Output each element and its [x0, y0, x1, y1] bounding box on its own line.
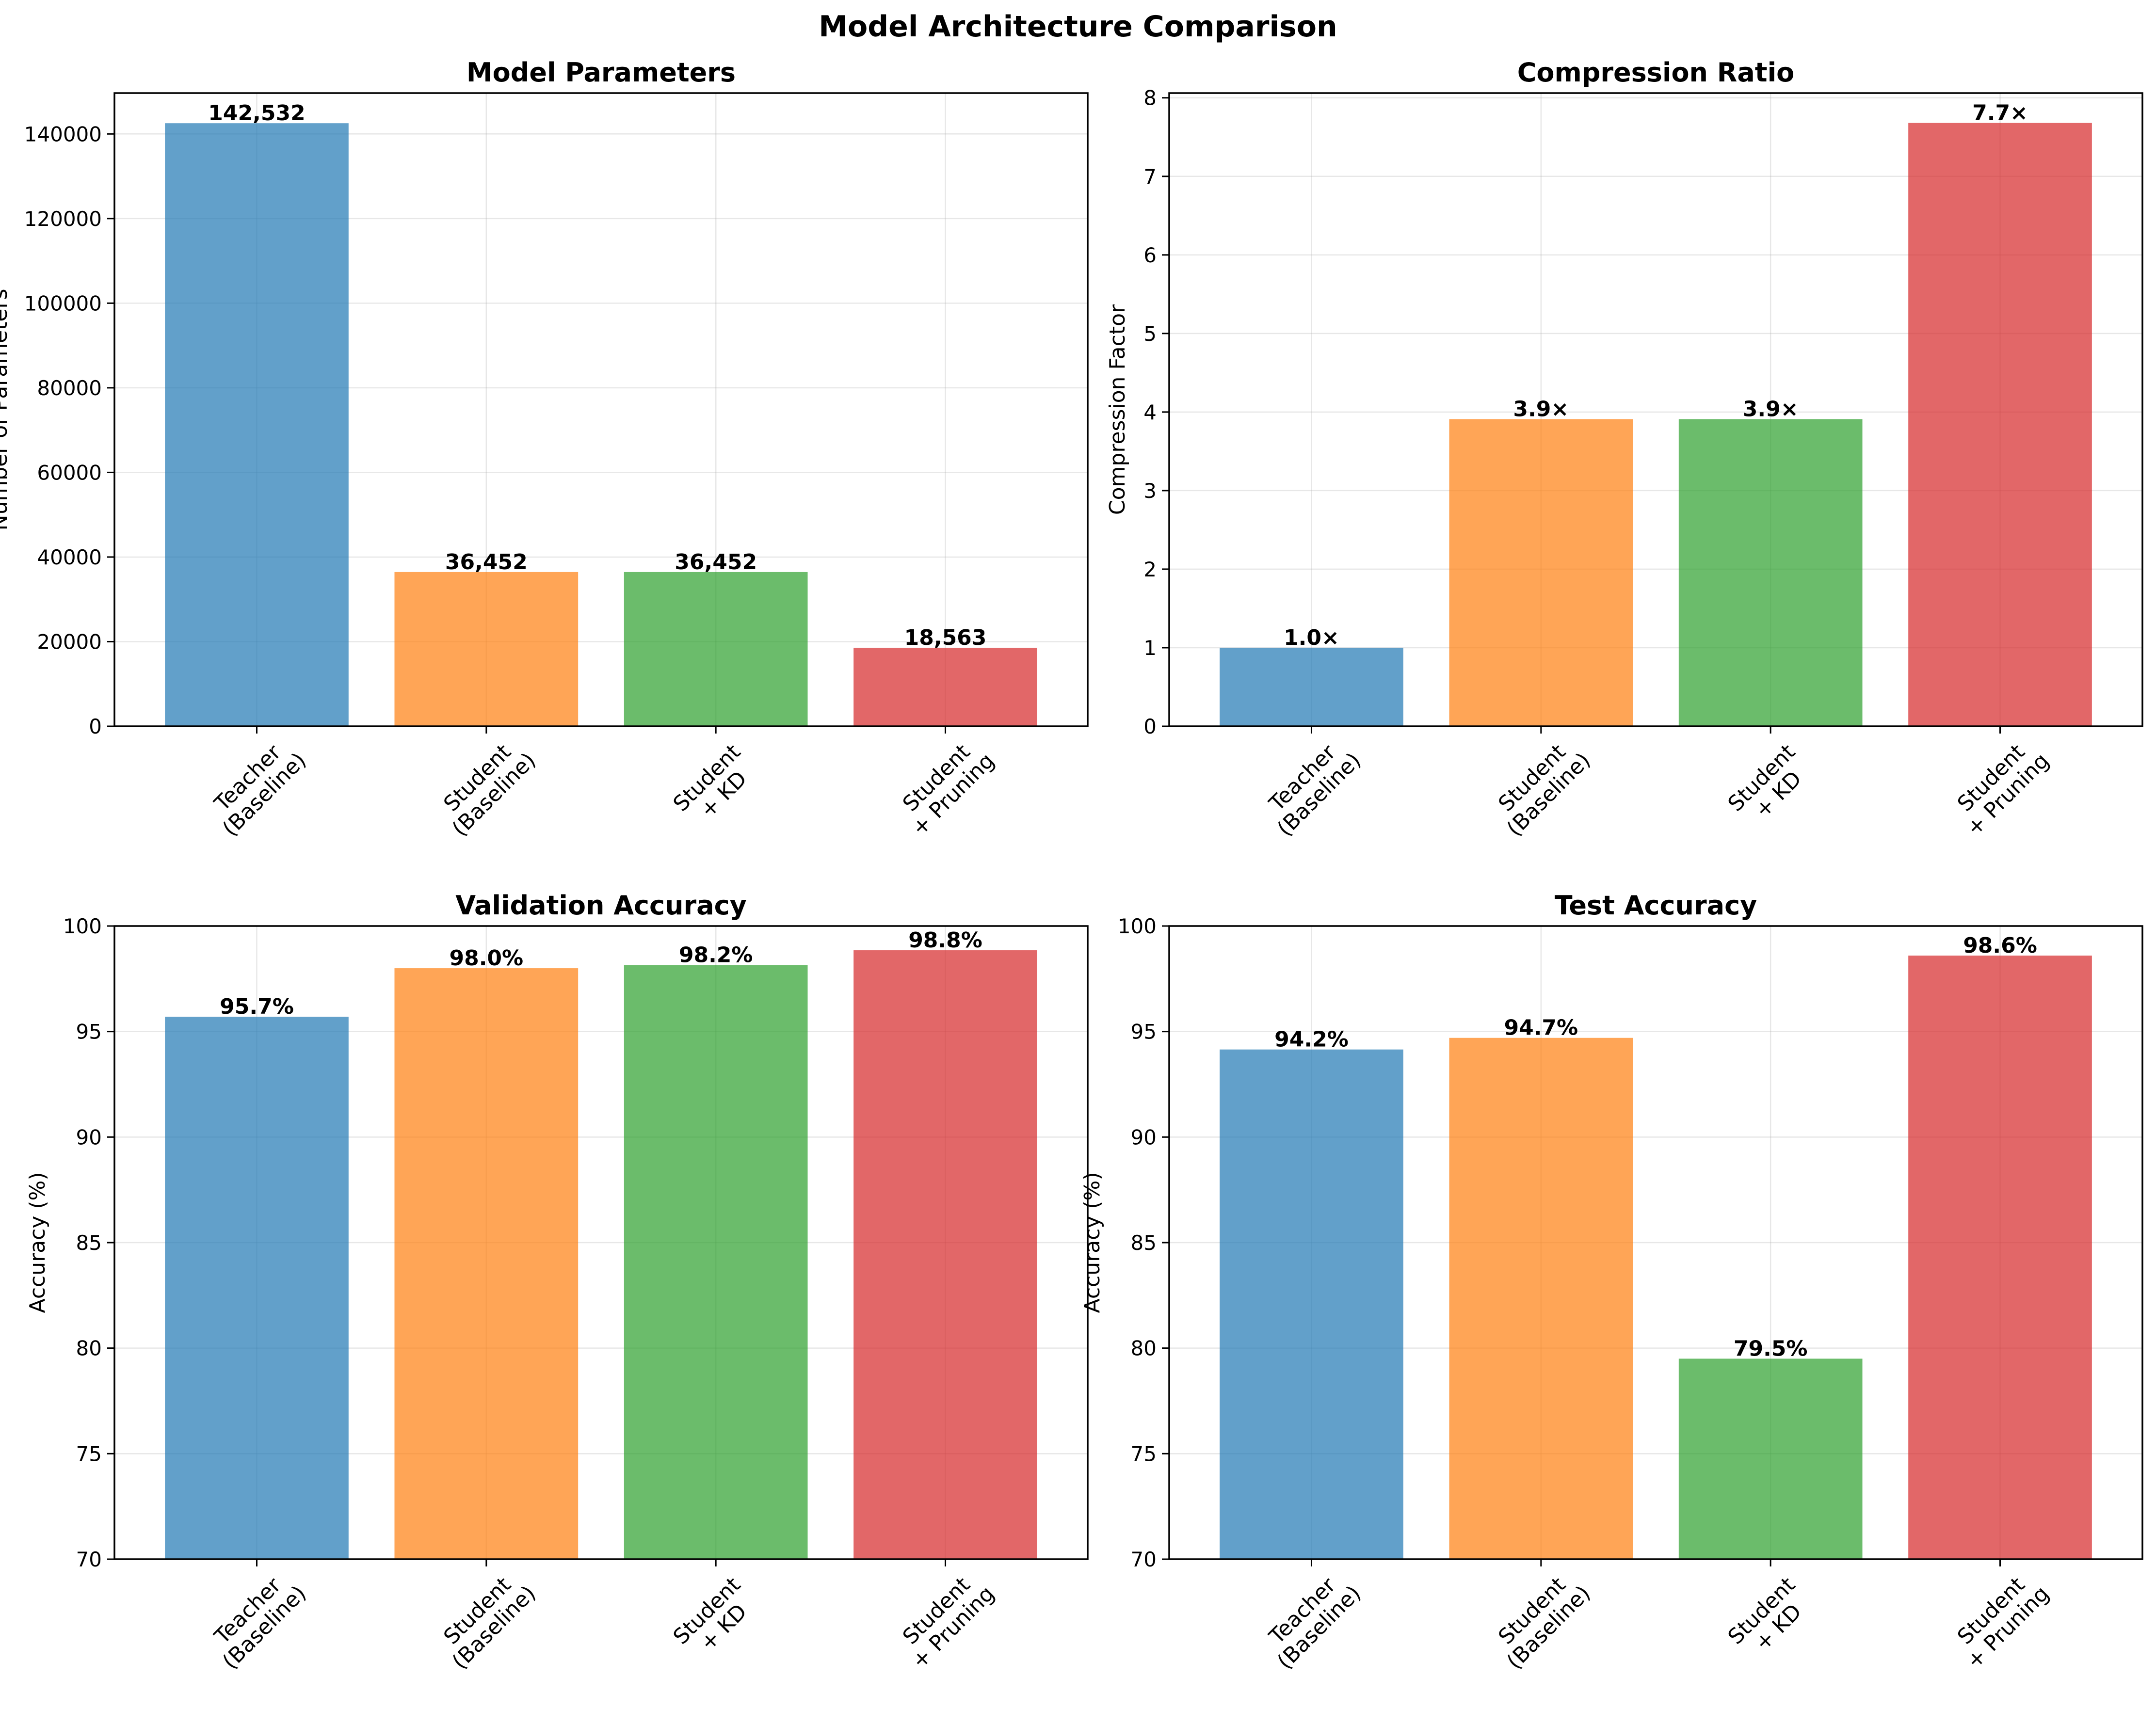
- data-label: 95.7%: [220, 994, 294, 1019]
- bar: [853, 648, 1037, 726]
- bar: [1678, 419, 1863, 726]
- data-label: 3.9×: [1743, 397, 1799, 421]
- bar: [624, 572, 808, 726]
- chart-title: Model Parameters: [467, 57, 736, 88]
- y-tick-label: 100000: [24, 291, 102, 315]
- chart-title: Test Accuracy: [1555, 890, 1757, 921]
- y-tick-label: 40000: [37, 545, 102, 569]
- data-label: 94.2%: [1274, 1027, 1349, 1052]
- y-tick-label: 90: [76, 1125, 102, 1149]
- bar: [1908, 123, 2092, 726]
- y-tick-label: 0: [1143, 715, 1157, 738]
- chart-panel-3: Validation Accuracy 95.7% 98.0% 98.2% 98.8% 7…: [25, 890, 1089, 1674]
- y-tick-label: 95: [76, 1020, 102, 1044]
- y-tick-label: 20000: [37, 630, 102, 654]
- data-label: 79.5%: [1734, 1336, 1808, 1361]
- chart-title: Validation Accuracy: [455, 890, 747, 921]
- y-tick-label: 6: [1143, 243, 1157, 267]
- y-tick-label: 85: [1131, 1231, 1157, 1255]
- y-tick-label: 80: [1131, 1337, 1157, 1360]
- y-tick-label: 75: [76, 1442, 102, 1466]
- y-tick-label: 5: [1143, 322, 1157, 346]
- y-tick-label: 70: [76, 1548, 102, 1571]
- y-axis-label: Accuracy (%): [1080, 1172, 1105, 1313]
- bar: [853, 950, 1037, 1559]
- axes-frame: [113, 92, 1089, 727]
- y-axis-label: Compression Factor: [1105, 304, 1130, 515]
- data-label: 1.0×: [1284, 625, 1339, 650]
- data-label: 98.0%: [449, 946, 523, 971]
- bar: [1678, 1358, 1863, 1559]
- y-tick-label: 60000: [37, 461, 102, 484]
- bar: [394, 572, 579, 726]
- y-tick-label: 100: [1118, 914, 1157, 938]
- bar: [1449, 1038, 1633, 1559]
- data-label: 3.9×: [1513, 397, 1569, 421]
- bar: [1908, 955, 2092, 1559]
- y-tick-label: 75: [1131, 1442, 1157, 1466]
- y-axis-label: Accuracy (%): [25, 1172, 50, 1313]
- data-label: 7.7×: [1972, 101, 2028, 126]
- y-tick-label: 7: [1143, 165, 1157, 189]
- chart-title: Compression Ratio: [1517, 57, 1794, 88]
- data-label: 142,532: [208, 101, 305, 126]
- data-label: 98.6%: [1963, 933, 2037, 958]
- bar: [1220, 1049, 1403, 1559]
- y-tick-label: 85: [76, 1231, 102, 1255]
- y-tick-label: 3: [1143, 479, 1157, 503]
- bar: [1220, 647, 1403, 726]
- y-tick-label: 90: [1131, 1125, 1157, 1149]
- y-axis-label: Number of Parameters: [0, 289, 12, 531]
- y-tick-label: 140000: [24, 122, 102, 146]
- axes-frame: [1168, 92, 2143, 727]
- figure-title: Model Architecture Comparison: [819, 10, 1337, 44]
- y-tick-label: 95: [1131, 1020, 1157, 1044]
- y-tick-label: 4: [1143, 400, 1157, 424]
- data-label: 98.8%: [908, 928, 982, 953]
- y-tick-label: 2: [1143, 558, 1157, 581]
- y-tick-label: 120000: [24, 207, 102, 231]
- y-tick-label: 80000: [37, 376, 102, 400]
- bar: [165, 123, 349, 726]
- data-label: 36,452: [445, 550, 528, 575]
- data-label: 94.7%: [1504, 1016, 1578, 1040]
- bar: [394, 968, 579, 1559]
- chart-panel-4: Test Accuracy 94.2% 94.7% 79.5% 98.6% 70 75 80 8…: [1080, 890, 2143, 1674]
- y-tick-label: 1: [1143, 636, 1157, 660]
- data-label: 36,452: [675, 550, 757, 575]
- chart-panels: Model Parameters 142,532 36,452 36,452 18,56…: [0, 57, 2143, 1674]
- bar: [624, 965, 808, 1559]
- y-tick-label: 70: [1131, 1548, 1157, 1571]
- bar: [165, 1017, 349, 1559]
- y-tick-label: 8: [1143, 86, 1157, 110]
- y-tick-label: 100: [63, 914, 102, 938]
- y-tick-label: 0: [89, 715, 102, 738]
- data-label: 98.2%: [679, 943, 753, 968]
- y-tick-label: 80: [76, 1337, 102, 1360]
- bar: [1449, 419, 1633, 726]
- data-label: 18,563: [904, 625, 987, 650]
